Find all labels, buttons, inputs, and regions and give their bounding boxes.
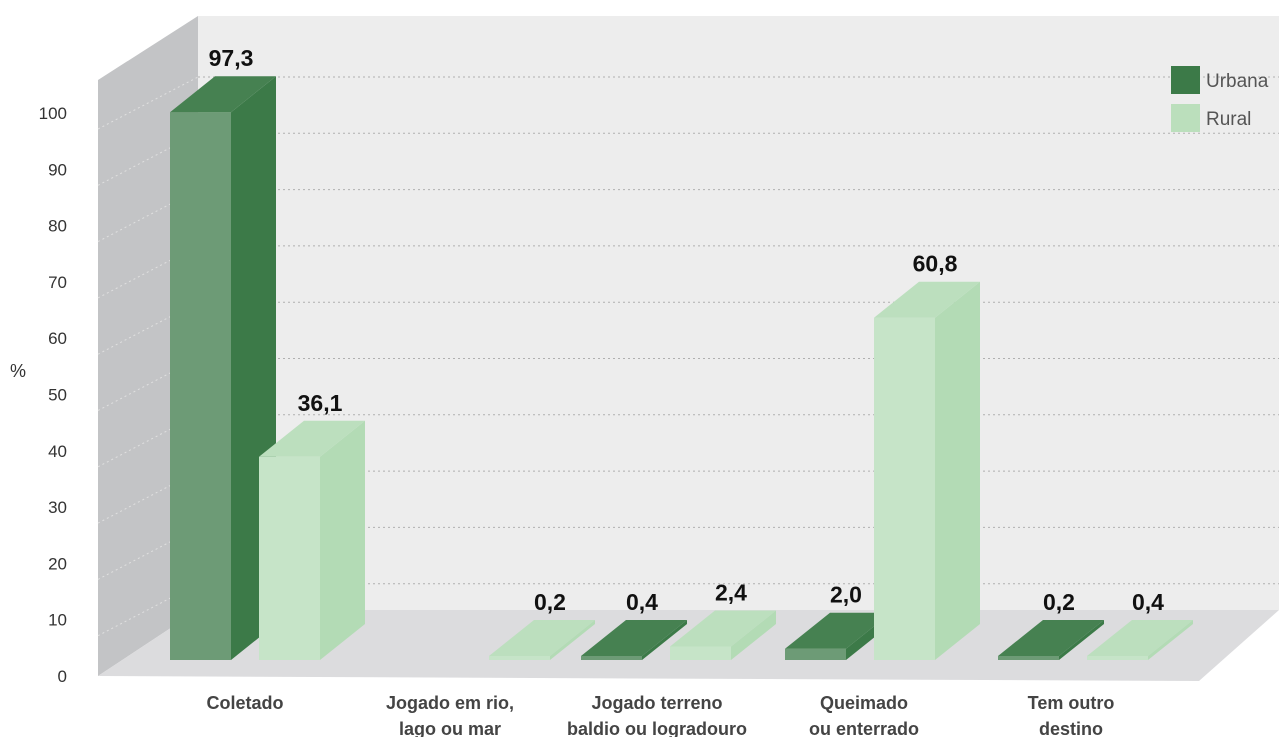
gridlines	[97, 76, 1279, 637]
y-tick-label: 20	[48, 554, 67, 573]
legend-label: Urbana	[1206, 71, 1269, 92]
y-tick-label: 40	[48, 442, 67, 461]
bar-side	[550, 620, 595, 660]
value-label: 0,4	[626, 589, 658, 615]
gridline-side	[97, 414, 199, 468]
bar-urbana	[581, 620, 687, 660]
gridline-side	[97, 245, 199, 299]
y-tick-label: 90	[48, 160, 67, 179]
gridline-side	[97, 189, 199, 243]
chart-back-wall	[198, 16, 1279, 610]
y-axis-label: %	[10, 361, 26, 381]
bar-front	[998, 656, 1059, 660]
bar-side	[1148, 620, 1193, 660]
value-label: 36,1	[298, 390, 343, 416]
legend-swatch	[1171, 66, 1200, 94]
bar-top	[1087, 620, 1193, 656]
bar-side	[320, 420, 365, 660]
gridline-side	[97, 301, 199, 355]
bar-front	[874, 317, 935, 660]
bar-top	[670, 610, 776, 647]
bar-urbana	[998, 620, 1104, 660]
x-axis: Coletado Jogado em rio, lago ou mar Jogado …	[206, 693, 1114, 737]
bar-top	[170, 76, 276, 113]
bar-rural	[670, 610, 776, 660]
value-label: 0,4	[1132, 589, 1164, 615]
value-label: 60,8	[913, 251, 958, 277]
y-tick-label: 0	[58, 667, 67, 686]
bar-side	[1059, 620, 1104, 660]
bar-front	[785, 648, 846, 660]
bar-rural	[259, 420, 365, 660]
y-axis: 0 10 20 30 40 50 60 70 80 90 100	[39, 104, 67, 686]
bar-top	[489, 620, 595, 656]
legend-swatch	[1171, 104, 1200, 132]
y-tick-label: 10	[48, 611, 67, 630]
bar-rural	[874, 281, 980, 660]
bars	[170, 76, 1193, 661]
gridline-side	[97, 583, 199, 637]
bar-front	[489, 656, 550, 660]
bar-front	[670, 646, 731, 660]
bar-front	[1087, 656, 1148, 660]
value-label: 2,4	[715, 579, 747, 605]
x-tick-label: Jogado terreno baldio ou logradouro	[567, 693, 747, 737]
x-tick-label: Jogado em rio, lago ou mar	[386, 693, 514, 737]
bar-front	[170, 112, 231, 661]
value-labels: 97,3 0,4 2,0 0,2 36,1 0,2 2,4 60,8 0,4	[209, 45, 1165, 615]
y-tick-label: 70	[48, 273, 67, 292]
bar-rural	[489, 620, 595, 660]
value-label: 0,2	[534, 589, 566, 615]
y-tick-label: 80	[48, 217, 67, 236]
gridline-side	[97, 132, 199, 186]
gridline-side	[97, 526, 199, 580]
bar-side	[642, 620, 687, 660]
y-tick-label: 60	[48, 329, 67, 348]
gridline-side	[97, 470, 199, 524]
bar-side	[731, 610, 776, 660]
x-tick-label: Tem outro destino	[1028, 693, 1115, 737]
bar-top	[581, 620, 687, 656]
x-tick-label: Coletado	[206, 693, 283, 713]
value-label: 97,3	[209, 45, 254, 71]
bar-front	[581, 656, 642, 660]
x-tick-label: Queimado ou enterrado	[809, 693, 919, 737]
gridline-side	[97, 358, 199, 411]
y-tick-label: 30	[48, 498, 67, 517]
value-label: 2,0	[830, 582, 862, 608]
y-tick-label: 100	[39, 104, 67, 123]
bar-top	[998, 620, 1104, 656]
bar-side	[935, 281, 980, 660]
legend-label: Rural	[1206, 109, 1251, 130]
y-tick-label: 50	[48, 386, 67, 405]
bar-top	[785, 612, 891, 649]
bar-rural	[1087, 620, 1193, 660]
bar-top	[259, 420, 365, 457]
value-label: 0,2	[1043, 589, 1075, 615]
bar-top	[874, 281, 980, 318]
bar-front	[259, 456, 320, 660]
legend: Urbana Rural	[1171, 66, 1269, 132]
gridline-side	[97, 76, 199, 130]
